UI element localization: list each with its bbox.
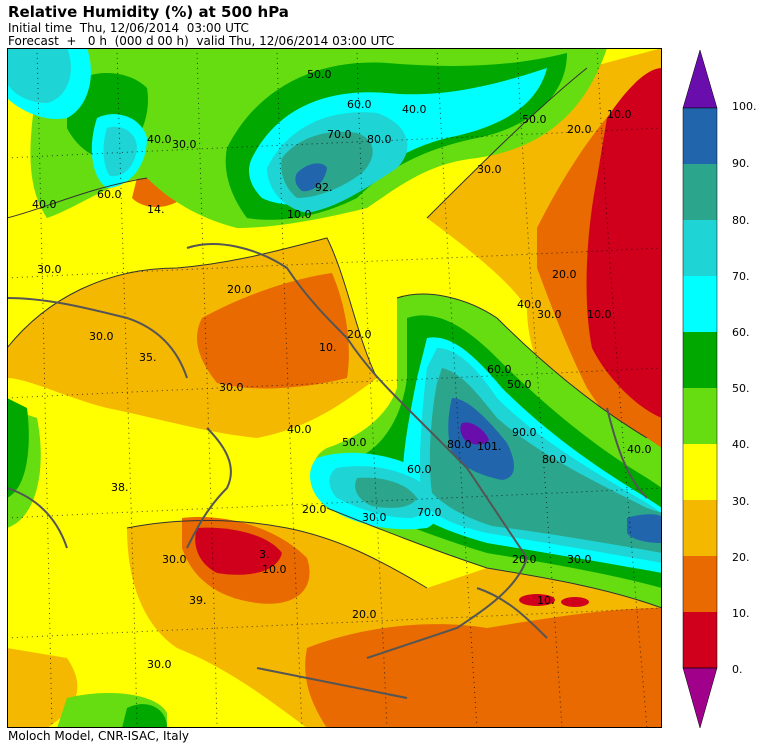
humidity-map: 50.0 60.0 70.0 80.0 92. 10.0 40.0 30.0 6…	[7, 48, 662, 728]
colorbar-swatch	[683, 220, 717, 276]
colorbar-swatch	[683, 164, 717, 220]
contour-label: 80.0	[367, 133, 392, 146]
colorbar-bottom-arrow	[682, 667, 718, 729]
colorbar-swatch	[683, 500, 717, 556]
contour-label: 30.0	[537, 308, 562, 321]
contour-label: 60.0	[97, 188, 122, 201]
colorbar-label: 10.	[732, 607, 750, 620]
colorbar-swatch	[683, 612, 717, 668]
initial-time: Initial time Thu, 12/06/2014 03:00 UTC	[8, 21, 249, 35]
contour-label: 20.0	[512, 553, 537, 566]
forecast-valid-time: Forecast + 0 h (000 d 00 h) valid Thu, 1…	[8, 34, 395, 48]
contour-label: 14.	[147, 203, 165, 216]
colorbar-frame	[682, 107, 718, 669]
contour-label: 20.0	[352, 608, 377, 621]
colorbar-top-arrow	[682, 50, 718, 109]
colorbar-label: 70.	[732, 270, 750, 283]
contour-label: 10.0	[587, 308, 612, 321]
map-frame	[7, 48, 662, 728]
colorbar-swatch	[683, 444, 717, 500]
contour-label: 39.	[189, 594, 207, 607]
contour-label: 20.0	[347, 328, 372, 341]
colorbar-label: 0.	[732, 663, 743, 676]
contour-label: 50.0	[342, 436, 367, 449]
colorbar-label: 80.	[732, 214, 750, 227]
colorbar-swatch	[683, 332, 717, 388]
contour-label: 20.0	[227, 283, 252, 296]
colorbar-label: 100.	[732, 100, 757, 113]
colorbar-label: 40.	[732, 438, 750, 451]
contour-label: 101.	[477, 440, 502, 453]
contour-label: 92.	[315, 181, 333, 194]
contour-label: 40.0	[287, 423, 312, 436]
colorbar-label: 30.	[732, 495, 750, 508]
model-credit: Moloch Model, CNR-ISAC, Italy	[8, 729, 190, 743]
contour-label: 30.0	[567, 553, 592, 566]
contour-label: 50.0	[507, 378, 532, 391]
contour-label: 80.0	[447, 438, 472, 451]
contour-label: 70.0	[327, 128, 352, 141]
rh-band-over-100	[460, 422, 489, 445]
contour-label: 10.0	[287, 208, 312, 221]
colorbar-label: 90.	[732, 157, 750, 170]
contour-label: 40.0	[147, 133, 172, 146]
contour-label: 38.	[111, 481, 129, 494]
contour-label: 30.0	[89, 330, 114, 343]
rh-band-0-10	[195, 68, 662, 607]
contour-label: 30.0	[477, 163, 502, 176]
contour-label: 50.0	[522, 113, 547, 126]
colorbar-label: 50.	[732, 382, 750, 395]
contour-label: 70.0	[417, 506, 442, 519]
coastlines	[7, 243, 648, 699]
contour-label: 40.0	[517, 298, 542, 311]
contour-label: 10.	[537, 594, 555, 607]
colorbar-swatch	[683, 556, 717, 612]
map-title: Relative Humidity (%) at 500 hPa	[8, 3, 289, 21]
contour-label: 40.0	[32, 198, 57, 211]
contour-label: 50.0	[307, 68, 332, 81]
colorbar-label: 60.	[732, 326, 750, 339]
contour-label: 30.0	[162, 553, 187, 566]
humidity-map-svg: 50.0 60.0 70.0 80.0 92. 10.0 40.0 30.0 6…	[7, 48, 662, 728]
contour-label: 20.0	[302, 503, 327, 516]
colorbar-swatch	[683, 388, 717, 444]
contour-label: 20.0	[552, 268, 577, 281]
colorbar-swatch	[683, 108, 717, 164]
contour-label: 60.0	[347, 98, 372, 111]
colorbar-label: 20.	[732, 551, 750, 564]
contour-label: 60.0	[487, 363, 512, 376]
contour-label: 3.	[259, 548, 270, 561]
contour-label-layer: 50.0 60.0 70.0 80.0 92. 10.0 40.0 30.0 6…	[32, 68, 652, 671]
contour-label: 90.0	[512, 426, 537, 439]
contour-label: 30.0	[362, 511, 387, 524]
contour-label: 30.0	[219, 381, 244, 394]
contour-label: 30.0	[172, 138, 197, 151]
lat-lon-grid	[7, 48, 662, 728]
contour-label: 10.	[319, 341, 337, 354]
colorbar	[682, 50, 718, 729]
contour-label: 10.0	[262, 563, 287, 576]
contour-label: 10.0	[607, 108, 632, 121]
contour-label: 30.0	[37, 263, 62, 276]
contour-label: 60.0	[407, 463, 432, 476]
contour-label: 30.0	[147, 658, 172, 671]
contour-label: 35.	[139, 351, 157, 364]
contour-label: 20.0	[567, 123, 592, 136]
contour-lines	[7, 67, 662, 609]
contour-label: 80.0	[542, 453, 567, 466]
colorbar-swatch	[683, 276, 717, 332]
contour-label: 40.0	[627, 443, 652, 456]
contour-label: 40.0	[402, 103, 427, 116]
